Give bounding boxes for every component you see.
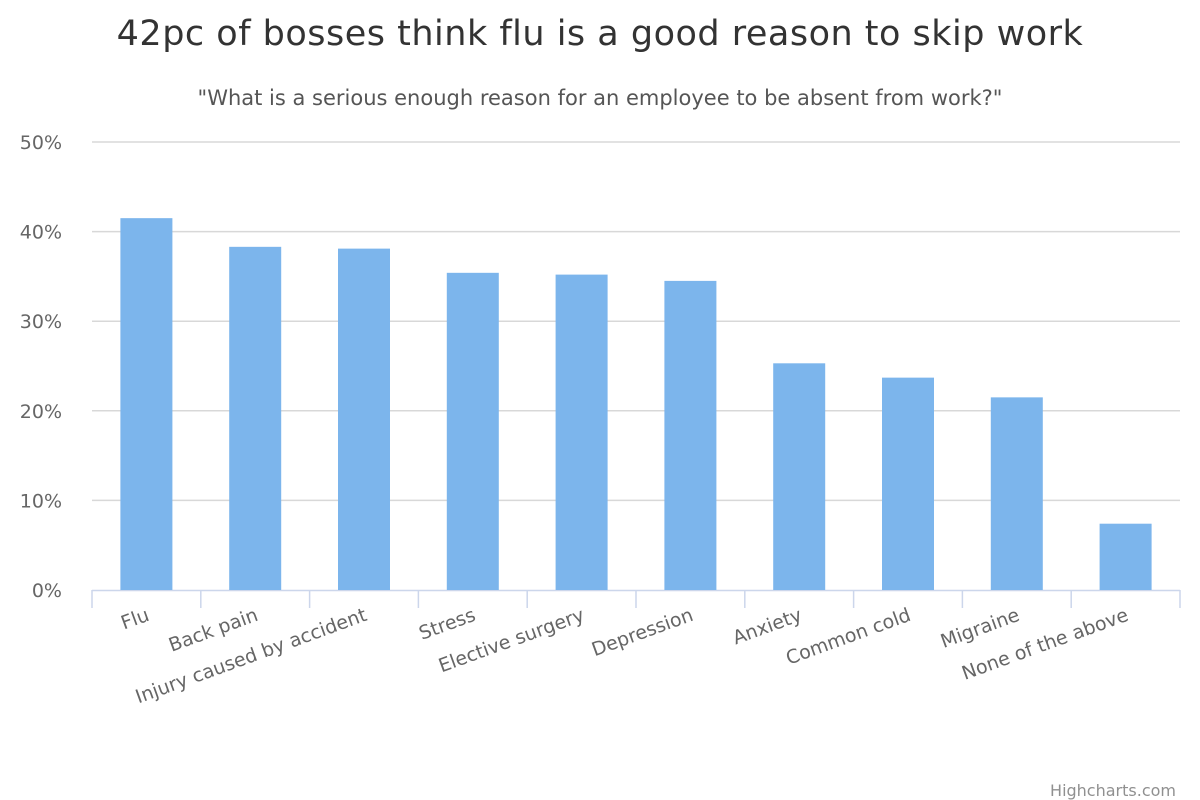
- chart-subtitle: "What is a serious enough reason for an …: [197, 86, 1003, 110]
- y-tick-label: 40%: [20, 222, 62, 244]
- bar: [664, 280, 717, 590]
- y-tick-label: 20%: [20, 401, 62, 423]
- bar: [555, 274, 608, 590]
- bar: [338, 248, 390, 590]
- y-tick-label: 10%: [20, 490, 62, 512]
- x-category-label: Common cold: [783, 604, 914, 669]
- bar: [882, 377, 934, 590]
- y-tick-label: 50%: [20, 132, 62, 154]
- x-category-label: Depression: [589, 604, 696, 661]
- bar: [773, 363, 826, 590]
- x-category-label: Flu: [118, 604, 152, 634]
- x-category-label: Stress: [416, 604, 478, 645]
- bar: [990, 397, 1043, 590]
- credits-link[interactable]: Highcharts.com: [1050, 781, 1176, 800]
- chart-title: 42pc of bosses think flu is a good reaso…: [116, 14, 1084, 54]
- bar: [1099, 523, 1152, 590]
- bar: [229, 246, 282, 590]
- bar: [120, 218, 173, 590]
- x-category-label: Anxiety: [730, 604, 805, 649]
- y-tick-label: 30%: [20, 311, 62, 333]
- bar: [446, 272, 499, 590]
- y-tick-label: 0%: [32, 580, 62, 602]
